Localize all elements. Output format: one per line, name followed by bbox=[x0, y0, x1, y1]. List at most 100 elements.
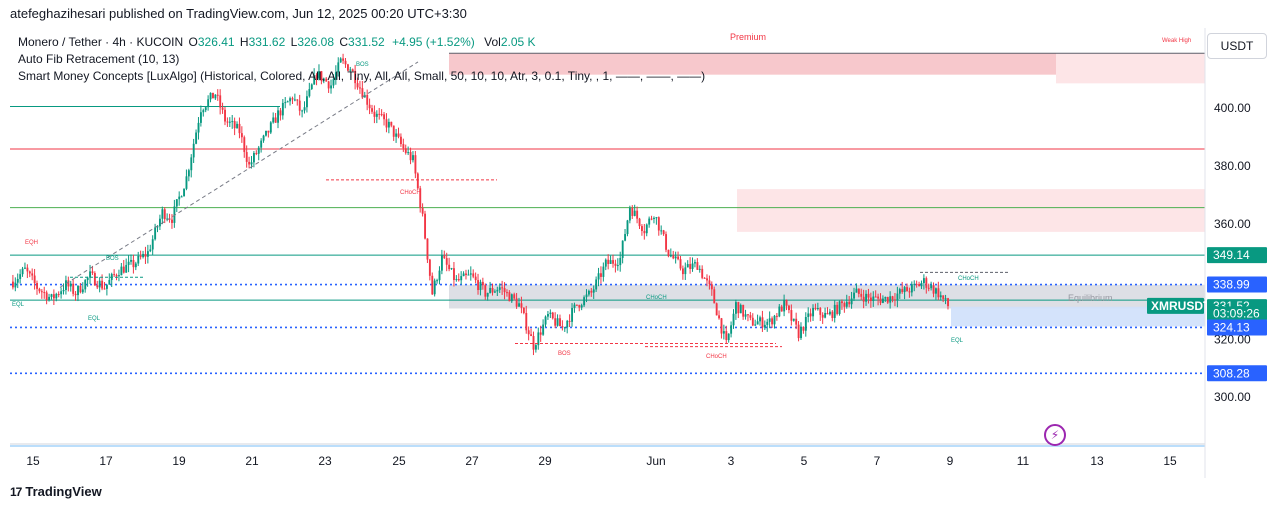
zone-supply bbox=[737, 189, 1205, 232]
candle-body bbox=[197, 122, 200, 133]
published-line: atefeghazihesari published on TradingVie… bbox=[10, 6, 467, 21]
candle-body bbox=[209, 92, 212, 100]
structure-label: Weak High bbox=[1162, 38, 1191, 44]
candle-body bbox=[74, 293, 77, 296]
chart-area[interactable]: Premium Weak High EQH EQL EQL BOS BOS CHoCH CHoC… bbox=[0, 28, 1281, 478]
candle-body bbox=[585, 294, 588, 298]
x-tick-label: 3 bbox=[728, 454, 735, 468]
candle-body bbox=[407, 152, 410, 154]
candle-body bbox=[14, 282, 17, 288]
candle-body bbox=[142, 253, 145, 258]
structure-label: CHoCH bbox=[958, 276, 979, 282]
candle-body bbox=[19, 274, 22, 279]
high-label: H bbox=[239, 35, 249, 49]
candle-body bbox=[865, 293, 868, 302]
x-tick-label: 15 bbox=[1163, 454, 1177, 468]
candle-body bbox=[491, 287, 494, 293]
candle-body bbox=[580, 305, 583, 308]
candle-body bbox=[402, 144, 405, 149]
candle-body bbox=[773, 315, 776, 325]
candle-body bbox=[245, 152, 248, 162]
x-tick-label: 25 bbox=[392, 454, 406, 468]
candle-body bbox=[886, 297, 889, 303]
candle-body bbox=[40, 291, 43, 293]
candle-body bbox=[508, 292, 511, 302]
price-label: 338.99 bbox=[1213, 278, 1250, 292]
candle-body bbox=[722, 331, 725, 334]
structure-label: CHoCH bbox=[706, 354, 727, 360]
candle-body bbox=[568, 320, 571, 322]
candle-body bbox=[313, 75, 316, 85]
candle-body bbox=[175, 199, 178, 207]
candle-body bbox=[754, 324, 757, 326]
candle-body bbox=[821, 314, 824, 318]
low-value: 326.08 bbox=[297, 35, 335, 49]
candle-body bbox=[262, 135, 265, 141]
candle-body bbox=[838, 301, 841, 314]
candle-body bbox=[602, 266, 605, 277]
candle-body bbox=[831, 311, 834, 318]
candle-body bbox=[185, 176, 188, 189]
candle-body bbox=[57, 293, 60, 295]
candle-body bbox=[366, 94, 369, 105]
candle-body bbox=[113, 274, 116, 276]
candle-body bbox=[192, 143, 195, 158]
candle-body bbox=[212, 92, 214, 99]
candle-body bbox=[636, 210, 639, 219]
candle-body bbox=[790, 310, 793, 321]
zone-weak-high bbox=[1056, 53, 1205, 84]
candle-body bbox=[609, 260, 612, 264]
currency-button[interactable]: USDT bbox=[1207, 33, 1267, 59]
fib-trend-line bbox=[59, 61, 419, 288]
candle-body bbox=[130, 259, 132, 262]
close-label: C bbox=[339, 35, 349, 49]
candle-body bbox=[665, 234, 668, 250]
candle-body bbox=[696, 262, 699, 270]
candle-body bbox=[530, 334, 533, 337]
candle-body bbox=[146, 251, 149, 257]
candle-body bbox=[339, 58, 342, 63]
x-tick-label: 21 bbox=[245, 454, 259, 468]
candle-body bbox=[783, 299, 786, 312]
candle-body bbox=[320, 71, 323, 81]
y-tick-label: 300.00 bbox=[1214, 390, 1251, 404]
candle-body bbox=[161, 209, 164, 219]
price-chart[interactable]: Premium Weak High EQH EQL EQL BOS BOS CHoCH CHoC… bbox=[0, 28, 1281, 478]
candle-body bbox=[127, 261, 130, 265]
candle-body bbox=[802, 326, 805, 331]
x-tick-label: 29 bbox=[538, 454, 552, 468]
candle-body bbox=[691, 263, 694, 269]
candle-body bbox=[390, 121, 393, 126]
candle-body bbox=[833, 304, 836, 318]
candle-body bbox=[31, 273, 34, 276]
structure-label: CHoCH bbox=[400, 190, 421, 196]
candle-body bbox=[440, 255, 443, 271]
tradingview-logo[interactable]: 17 TradingView bbox=[10, 484, 102, 499]
candle-body bbox=[532, 336, 535, 350]
candle-body bbox=[178, 196, 181, 200]
candle-body bbox=[869, 297, 872, 302]
candle-body bbox=[412, 155, 414, 161]
candle-body bbox=[910, 284, 913, 293]
indicator-smc-legend[interactable]: Smart Money Concepts [LuxAlgo] (Historic… bbox=[18, 69, 706, 83]
candle-body bbox=[877, 296, 880, 299]
symbol-name[interactable]: Monero / Tether · 4h · KUCOIN bbox=[18, 35, 184, 49]
symbol-legend[interactable]: Monero / Tether · 4h · KUCOIN O326.41 H3… bbox=[18, 35, 536, 49]
candle-body bbox=[416, 173, 419, 189]
price-label: 324.13 bbox=[1213, 320, 1250, 334]
candle-body bbox=[96, 285, 99, 288]
candle-body bbox=[619, 257, 622, 266]
change-value: +4.95 (+1.52%) bbox=[392, 35, 475, 49]
candle-body bbox=[554, 318, 557, 326]
candle-body bbox=[633, 210, 636, 216]
candle-body bbox=[496, 289, 499, 292]
indicator-fib-legend[interactable]: Auto Fib Retracement (10, 13) bbox=[18, 52, 180, 66]
candle-body bbox=[766, 321, 769, 325]
candle-body bbox=[26, 267, 29, 272]
candle-body bbox=[737, 302, 740, 314]
bolt-icon[interactable]: ⚡ bbox=[1044, 424, 1066, 446]
candle-body bbox=[231, 121, 234, 123]
candle-body bbox=[848, 301, 851, 305]
candle-body bbox=[72, 283, 75, 294]
candle-body bbox=[539, 332, 542, 335]
